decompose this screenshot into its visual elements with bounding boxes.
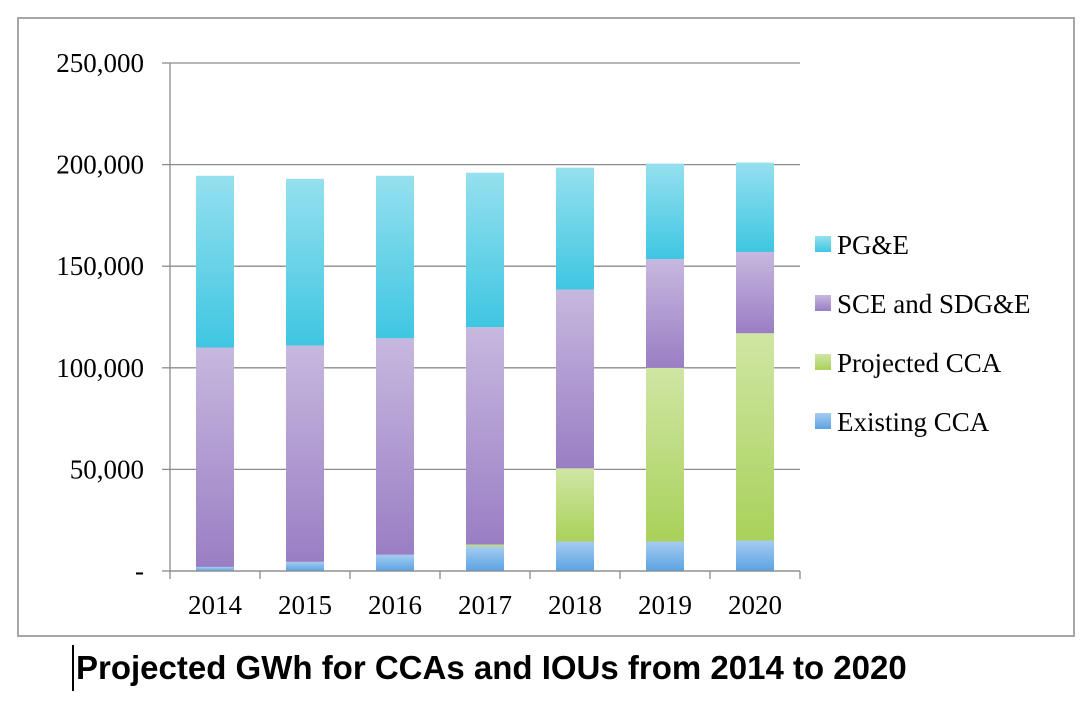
bar-segment-projected-cca-2019	[646, 367, 684, 542]
legend-label: PG&E	[837, 230, 909, 260]
x-tick-label: 2014	[188, 590, 243, 620]
bar-segment-pg-e-2015	[286, 178, 324, 346]
x-tick-label: 2016	[368, 590, 422, 620]
y-tick-label: 100,000	[56, 353, 144, 383]
y-tick-label: 200,000	[56, 150, 144, 180]
chart-title: Projected GWh for CCAs and IOUs from 201…	[72, 645, 907, 691]
stacked-bar-chart: - 50,000 100,000 150,000 200,000 250,000 2014 2…	[56, 48, 1031, 620]
y-tick-label: -	[135, 556, 144, 586]
bar-segment-pg-e-2018	[556, 167, 594, 290]
legend-label: SCE and SDG&E	[837, 289, 1031, 319]
bar-segment-existing-cca-2016	[376, 554, 414, 571]
bar-segment-projected-cca-2020	[736, 333, 774, 541]
bar-segment-existing-cca-2018	[556, 541, 594, 571]
legend-label: Projected CCA	[837, 348, 1002, 378]
bar-segment-projected-cca-2017	[466, 544, 504, 547]
x-tick-label: 2018	[548, 590, 602, 620]
bar-segment-pg-e-2017	[466, 172, 504, 328]
bar-segment-pg-e-2016	[376, 175, 414, 339]
bar-segment-existing-cca-2020	[736, 540, 774, 571]
bar-segment-existing-cca-2015	[286, 561, 324, 571]
legend-swatch	[815, 354, 831, 370]
bars	[196, 162, 774, 571]
legend-swatch	[815, 295, 831, 311]
bar-segment-existing-cca-2017	[466, 546, 504, 571]
legend-label: Existing CCA	[837, 407, 990, 437]
y-tick-label: 50,000	[70, 454, 144, 484]
bar-segment-existing-cca-2014	[196, 566, 234, 571]
bar-segment-sce-and-sdg-e-2014	[196, 347, 234, 567]
x-tick-label: 2019	[638, 590, 692, 620]
bar-segment-sce-and-sdg-e-2020	[736, 251, 774, 334]
bar-segment-pg-e-2014	[196, 175, 234, 348]
y-tick-label: 150,000	[56, 251, 144, 281]
legend-swatch	[815, 413, 831, 429]
x-tick-label: 2015	[278, 590, 332, 620]
bar-segment-sce-and-sdg-e-2019	[646, 259, 684, 368]
bar-segment-sce-and-sdg-e-2016	[376, 338, 414, 555]
bar-segment-existing-cca-2019	[646, 541, 684, 571]
bar-segment-sce-and-sdg-e-2018	[556, 289, 594, 469]
axes: - 50,000 100,000 150,000 200,000 250,000 2014 2…	[56, 48, 801, 620]
bar-segment-projected-cca-2018	[556, 468, 594, 542]
y-tick-label: 250,000	[56, 48, 144, 78]
legend: PG&E SCE and SDG&E Projected CCA Existing C…	[815, 230, 1031, 437]
bar-segment-sce-and-sdg-e-2015	[286, 345, 324, 562]
x-tick-label: 2017	[458, 590, 512, 620]
bar-segment-pg-e-2019	[646, 163, 684, 260]
chart-frame: - 50,000 100,000 150,000 200,000 250,000 2014 2…	[17, 17, 1075, 637]
x-tick-label: 2020	[728, 590, 782, 620]
bar-segment-pg-e-2020	[736, 162, 774, 252]
legend-swatch	[815, 236, 831, 252]
bar-segment-sce-and-sdg-e-2017	[466, 327, 504, 545]
